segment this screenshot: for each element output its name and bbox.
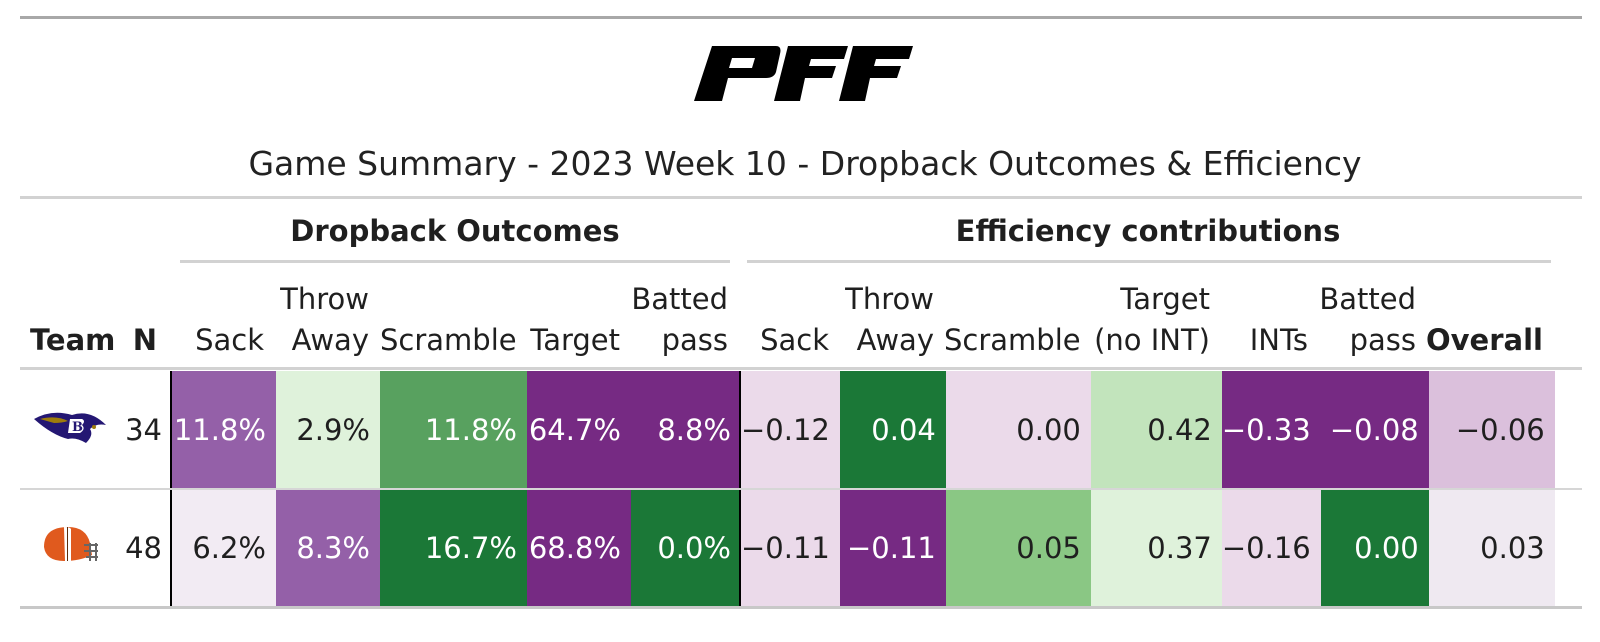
cell-eff-batted: 0.00: [1320, 489, 1429, 607]
spanner-rule-outcomes: [180, 260, 730, 263]
top-rule: [20, 16, 1582, 19]
header-rule: [20, 367, 1582, 370]
col-eff-target-line2: (no INT): [1094, 323, 1210, 357]
cell-outcome-throwaway: 2.9%: [276, 371, 380, 489]
pff-logo: [694, 46, 913, 101]
cell-outcome-sack: 6.2%: [172, 489, 276, 607]
col-eff-target-line1: Target: [1120, 282, 1210, 316]
title-rule: [20, 196, 1582, 199]
cell-eff-sack: −0.12: [741, 371, 840, 489]
cell-outcome-target: 64.7%: [527, 371, 631, 489]
cell-eff-sack: −0.11: [741, 489, 840, 607]
browns-helmet-icon: [44, 526, 98, 561]
col-outcome-target: Target: [530, 323, 620, 357]
table-title: Game Summary - 2023 Week 10 - Dropback O…: [248, 144, 1362, 183]
cell-outcome-scramble: 11.8%: [380, 371, 527, 489]
col-outcome-throwaway-line1: Throw: [280, 282, 369, 316]
cell-eff-overall: −0.06: [1428, 371, 1555, 489]
table-row: B 34 11.8% 2.9% 11.8% 64.7% 8.8% −0.12 0.04 0.0…: [20, 371, 1555, 489]
cell-outcome-sack: 11.8%: [172, 371, 276, 489]
table-row: 48 6.2% 8.3% 16.7% 68.8% 0.0% −0.11 −0.11 0.05 0…: [20, 489, 1555, 607]
col-eff-ints: INTs: [1249, 323, 1308, 357]
col-outcome-batted-line1: Batted: [631, 282, 728, 316]
col-eff-sack: Sack: [760, 323, 829, 357]
ravens-logo-icon: B: [34, 412, 106, 443]
cell-eff-throwaway: 0.04: [839, 371, 946, 489]
team-logo-cell: B: [20, 371, 120, 489]
svg-text:B: B: [72, 420, 83, 435]
col-outcome-sack: Sack: [195, 323, 264, 357]
col-eff-batted-line2: pass: [1349, 323, 1416, 357]
cell-outcome-batted: 8.8%: [631, 371, 741, 489]
n-value: 48: [125, 531, 162, 565]
cell-eff-target: 0.37: [1090, 489, 1222, 607]
cell-eff-throwaway: −0.11: [839, 489, 946, 607]
cell-eff-scramble: 0.05: [945, 489, 1091, 607]
col-outcome-batted-line2: pass: [661, 323, 728, 357]
cell-eff-ints: −0.16: [1221, 489, 1321, 607]
cell-eff-batted: −0.08: [1320, 371, 1429, 489]
row-separator: [20, 488, 1582, 490]
n-value: 34: [125, 413, 162, 447]
cell-outcome-throwaway: 8.3%: [276, 489, 380, 607]
col-outcome-throwaway-line2: Away: [291, 323, 369, 357]
cell-eff-overall: 0.03: [1428, 489, 1555, 607]
spanner-efficiency: Efficiency contributions: [955, 214, 1341, 248]
col-team: Team: [30, 323, 116, 357]
cell-outcome-batted: 0.0%: [631, 489, 741, 607]
spanner-dropback-outcomes: Dropback Outcomes: [290, 214, 620, 248]
bottom-rule: [20, 606, 1582, 609]
data-table: B 34 11.8% 2.9% 11.8% 64.7% 8.8% −0.12 0.04 0.0…: [20, 371, 1555, 607]
cell-eff-target: 0.42: [1090, 371, 1222, 489]
spanner-rule-efficiency: [747, 260, 1551, 263]
col-eff-throwaway-line2: Away: [856, 323, 934, 357]
cell-outcome-target: 68.8%: [527, 489, 631, 607]
col-eff-scramble: Scramble: [944, 323, 1081, 357]
cell-eff-scramble: 0.00: [945, 371, 1091, 489]
cell-outcome-scramble: 16.7%: [380, 489, 527, 607]
cell-eff-ints: −0.33: [1221, 371, 1321, 489]
col-eff-batted-line1: Batted: [1319, 282, 1416, 316]
col-eff-throwaway-line1: Throw: [845, 282, 934, 316]
col-n: N: [132, 323, 157, 357]
team-logo-cell: [20, 489, 120, 607]
col-outcome-scramble: Scramble: [380, 323, 517, 357]
col-overall: Overall: [1426, 323, 1543, 357]
